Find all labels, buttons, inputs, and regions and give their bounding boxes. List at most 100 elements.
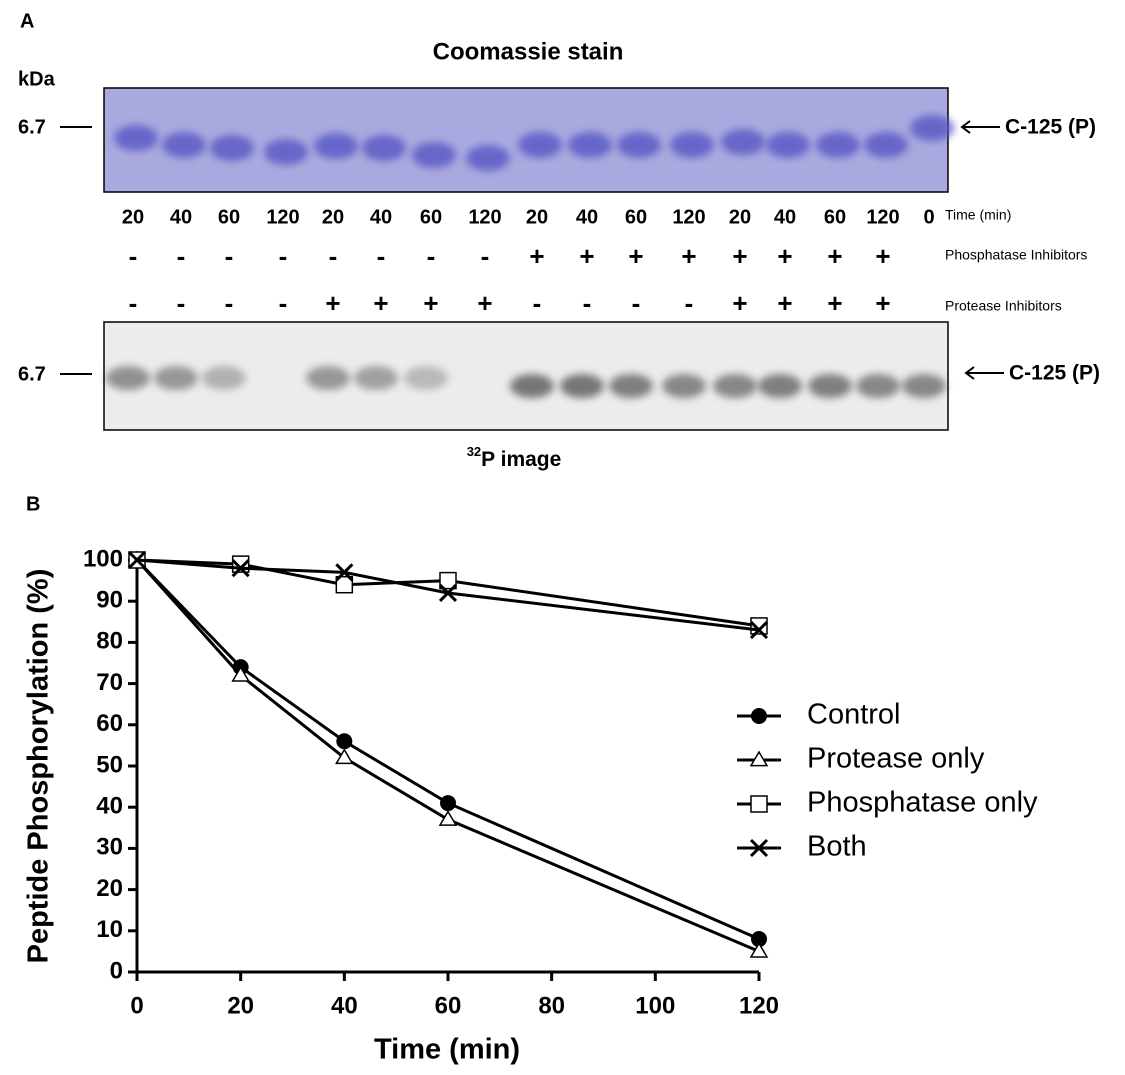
- gel-band: [670, 132, 714, 158]
- row-label: Phosphatase Inhibitors: [945, 247, 1087, 263]
- gel-band: [609, 374, 653, 398]
- inhibitor-sign: -: [129, 241, 138, 271]
- gel-band: [713, 374, 757, 398]
- y-tick-label: 20: [96, 875, 123, 902]
- inhibitor-sign: +: [529, 241, 544, 271]
- arrow: [960, 120, 1004, 380]
- legend-marker: [751, 708, 767, 724]
- lane-label: 20: [526, 206, 548, 228]
- lane-label: 40: [370, 206, 392, 228]
- inhibitor-sign: +: [423, 288, 438, 318]
- data-point: [749, 620, 769, 640]
- gel-band: [354, 366, 398, 390]
- series-line: [135, 558, 760, 941]
- inhibitor-sign: +: [777, 288, 792, 318]
- inhibitor-sign: -: [225, 288, 234, 318]
- band-label: C-125 (P): [1005, 116, 1096, 139]
- legend-marker: [750, 795, 768, 813]
- inhibitor-sign: +: [373, 288, 388, 318]
- inhibitor-sign: -: [177, 241, 186, 271]
- legend-label: Phosphatase only: [807, 787, 1038, 819]
- gel-band: [210, 135, 254, 161]
- inhibitor-sign: -: [685, 288, 694, 318]
- lane-label: 60: [218, 206, 240, 228]
- legend-marker: [749, 838, 769, 858]
- x-tick-label: 60: [435, 992, 462, 1019]
- lane-label: 40: [774, 206, 796, 228]
- lane-label: 0: [923, 206, 934, 228]
- data-point: [231, 665, 250, 682]
- inhibitor-sign: -: [632, 288, 641, 318]
- gel-band: [662, 374, 706, 398]
- data-point: [336, 733, 353, 750]
- data-point: [335, 748, 354, 765]
- gel-band: [162, 132, 206, 158]
- inhibitor-sign: -: [583, 288, 592, 318]
- y-tick-label: 50: [96, 751, 123, 778]
- gel-band: [466, 145, 510, 171]
- lane-label: 60: [420, 206, 442, 228]
- legend-label: Both: [807, 831, 867, 863]
- lane-label: 20: [122, 206, 144, 228]
- inhibitor-sign: -: [279, 288, 288, 318]
- inhibitor-sign: -: [533, 288, 542, 318]
- inhibitor-sign: +: [628, 241, 643, 271]
- y-axis-title: Peptide Phosphorylation (%): [23, 569, 55, 964]
- row-label: Time (min): [945, 207, 1011, 223]
- legend-marker: [749, 750, 769, 767]
- marker-label: 6.7: [18, 116, 46, 138]
- gel-band: [306, 366, 350, 390]
- inhibitor-sign: -: [279, 241, 288, 271]
- gel-band: [114, 125, 158, 151]
- gel-band: [106, 366, 150, 390]
- gel-band: [404, 366, 448, 390]
- gel-band: [560, 374, 604, 398]
- y-tick-label: 90: [96, 587, 123, 614]
- inhibitor-sign: -: [377, 241, 386, 271]
- lane-label: 60: [824, 206, 846, 228]
- gel-band: [758, 374, 802, 398]
- y-tick-label: 30: [96, 834, 123, 861]
- lane-label: 120: [266, 206, 299, 228]
- gel-band: [202, 366, 246, 390]
- gel-band: [856, 374, 900, 398]
- gel-caption: 32P image: [467, 444, 562, 470]
- inhibitor-sign: +: [827, 288, 842, 318]
- gel-band: [362, 135, 406, 161]
- x-tick-label: 40: [331, 992, 358, 1019]
- lane-label: 40: [170, 206, 192, 228]
- lane-label: 120: [468, 206, 501, 228]
- inhibitor-sign: +: [325, 288, 340, 318]
- inhibitor-sign: +: [777, 241, 792, 271]
- gel-band: [264, 139, 308, 165]
- x-tick-label: 20: [227, 992, 254, 1019]
- gel-band: [902, 374, 946, 398]
- inhibitor-sign: +: [875, 241, 890, 271]
- band-label: C-125 (P): [1009, 362, 1100, 385]
- x-tick-label: 100: [635, 992, 675, 1019]
- data-point: [231, 559, 250, 578]
- y-tick-label: 80: [96, 628, 123, 655]
- row-label: Protease Inhibitors: [945, 298, 1062, 314]
- gel-band: [910, 115, 954, 141]
- inhibitor-sign: +: [827, 241, 842, 271]
- x-axis-title: Time (min): [374, 1034, 520, 1066]
- data-point: [335, 563, 354, 582]
- legend-label: Protease only: [807, 743, 985, 775]
- inhibitor-sign: -: [427, 241, 436, 271]
- inhibitor-sign: +: [875, 288, 890, 318]
- gel-band: [808, 374, 852, 398]
- unit-label: kDa: [18, 68, 56, 90]
- inhibitor-sign: -: [329, 241, 338, 271]
- y-tick-label: 100: [83, 545, 123, 572]
- lane-label: 120: [866, 206, 899, 228]
- gel-band: [816, 132, 860, 158]
- inhibitor-sign: +: [477, 288, 492, 318]
- y-tick-label: 0: [110, 957, 123, 984]
- lane-label: 20: [322, 206, 344, 228]
- marker-label: 6.7: [18, 363, 46, 385]
- gel-band: [518, 132, 562, 158]
- gel-band: [617, 132, 661, 158]
- x-tick-label: 120: [739, 992, 779, 1019]
